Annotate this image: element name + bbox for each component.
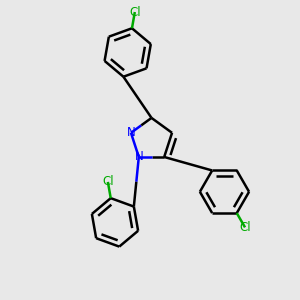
Text: Cl: Cl — [239, 221, 251, 234]
Text: Cl: Cl — [102, 176, 114, 188]
Text: N: N — [127, 126, 135, 139]
Text: N: N — [134, 151, 143, 164]
Text: Cl: Cl — [129, 5, 141, 19]
